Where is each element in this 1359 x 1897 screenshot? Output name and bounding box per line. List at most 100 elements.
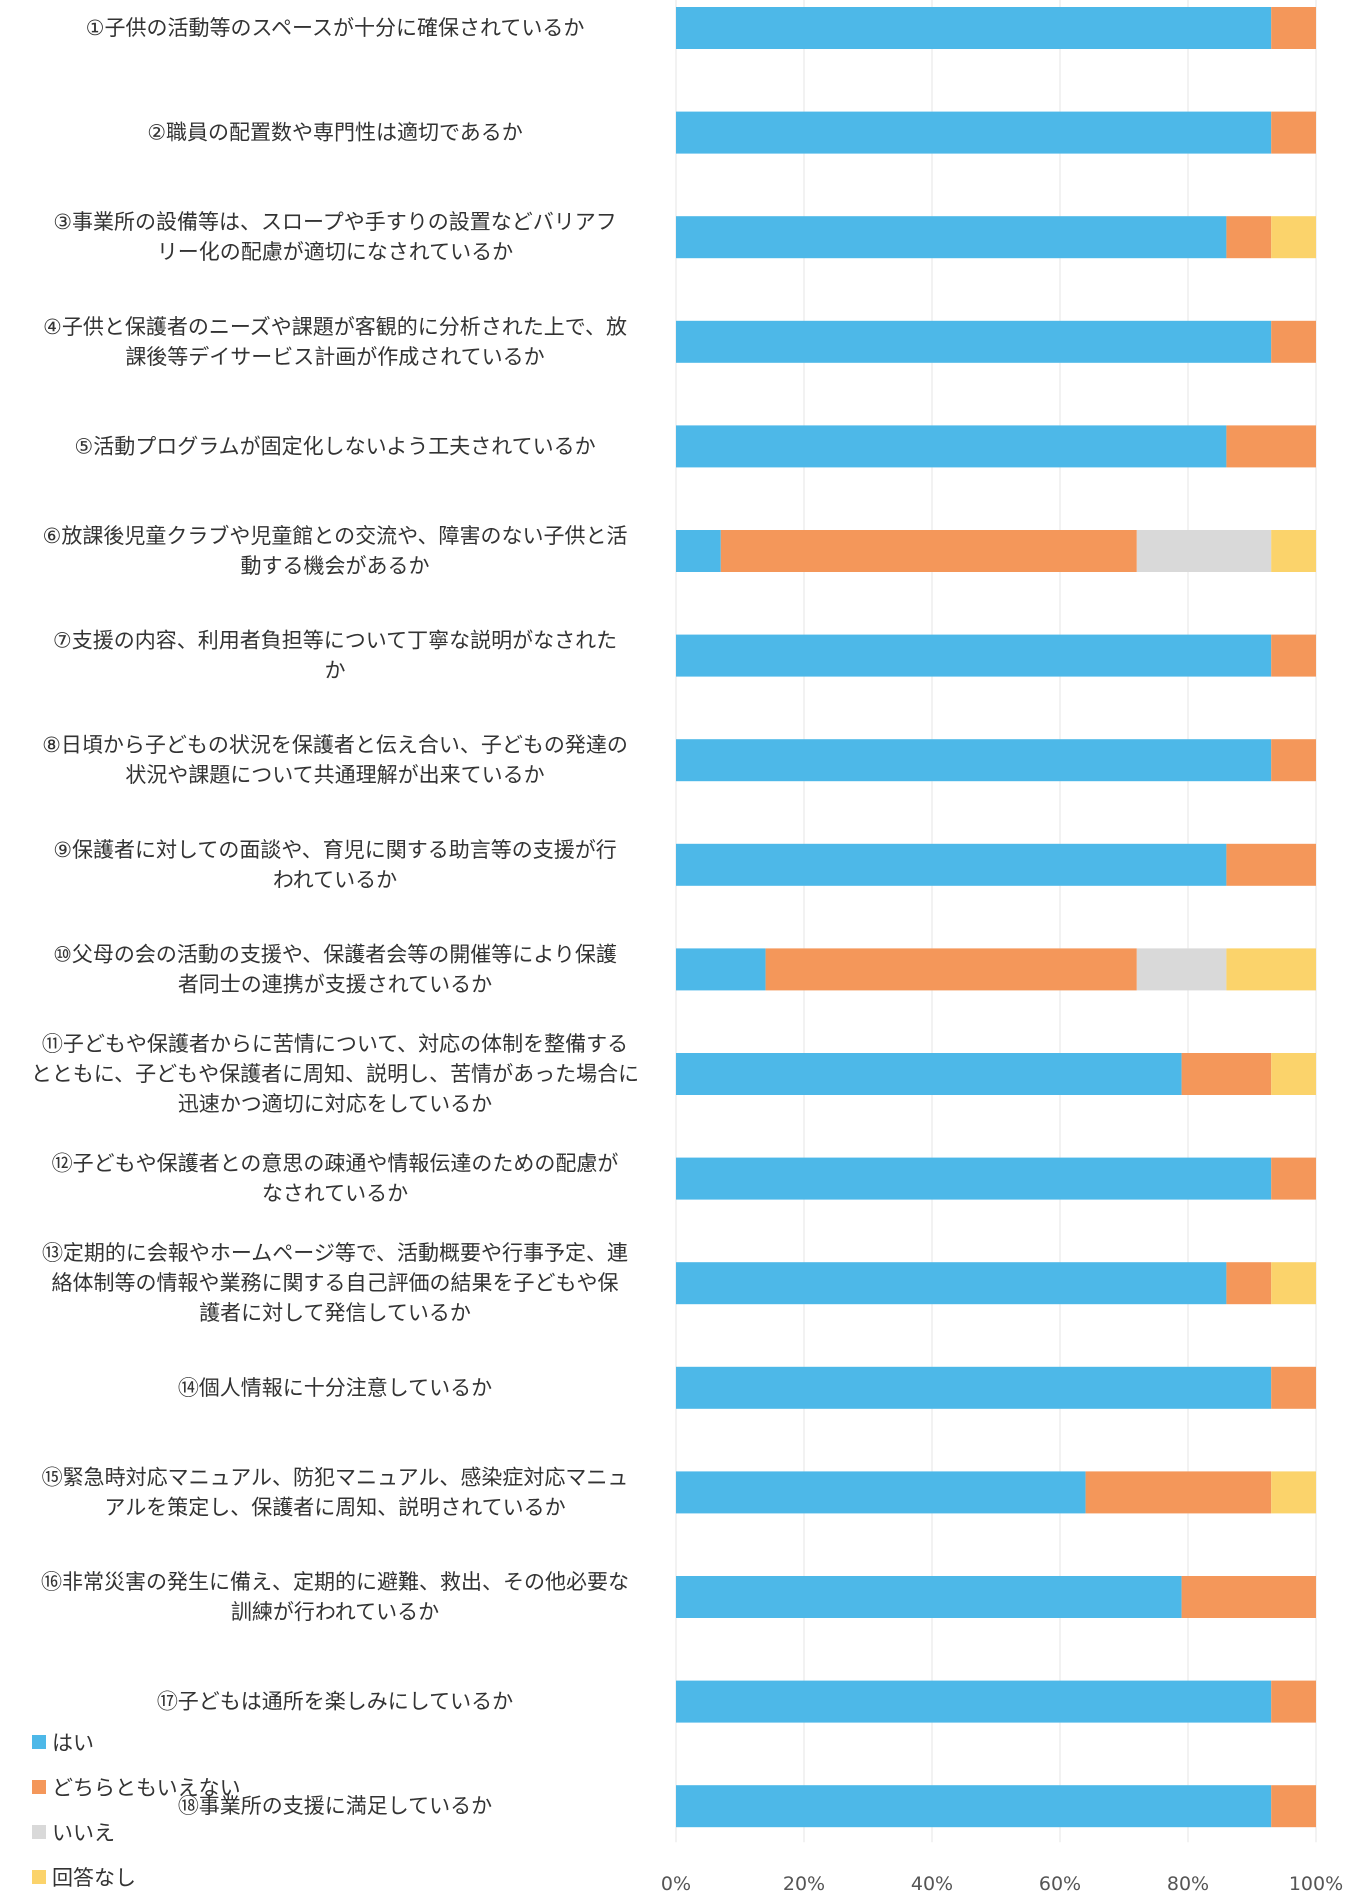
question-label-line: ④子供と保護者のニーズや課題が客観的に分析された上で、放 [43,315,627,339]
bar-segment [676,948,766,991]
question-labels: ①子供の活動等のスペースが十分に確保されているか ②職員の配置数や専門性は適切であ… [31,16,639,1818]
question-label: ①子供の活動等のスペースが十分に確保されているか [86,16,585,40]
question-label: ⑨保護者に対しての面談や、育児に関する助言等の支援が行われているか [53,838,617,892]
question-label-line: ⑦支援の内容、利用者負担等について丁寧な説明がなされた [53,629,617,653]
bar-segment [1226,843,1316,886]
question-label: ③事業所の設備等は、スロープや手すりの設置などバリアフリー化の配慮が適切になされ… [53,210,617,264]
question-label-line: ⑫子どもや保護者との意思の疎通や情報伝達のための配慮が [52,1152,619,1176]
gridlines [675,0,1317,1843]
bar-segment [1271,530,1316,572]
question-label-line: とともに、子どもや保護者に周知、説明し、苦情があった場合に [31,1062,639,1086]
question-label-line: ⑩父母の会の活動の支援や、保護者会等の開催等により保護 [53,942,617,966]
question-label-line: ⑪子どもや保護者からに苦情について、対応の体制を整備する [42,1032,628,1056]
bars [676,7,1316,1828]
bar-segment [676,1157,1272,1200]
bar-segment [676,1785,1272,1828]
question-label-line: 迅速かつ適切に対応をしているか [178,1092,492,1116]
bar-segment [1271,739,1316,782]
question-label: ⑦支援の内容、利用者負担等について丁寧な説明がなされたか [53,629,617,683]
question-label-line: ①子供の活動等のスペースが十分に確保されているか [86,16,585,40]
question-label-line: 者同士の連携が支援されているか [178,972,492,996]
question-label: ⑯非常災害の発生に備え、定期的に避難、救出、その他必要な訓練が行われているか [41,1570,629,1624]
question-label: ⑮緊急時対応マニュアル、防犯マニュアル、感染症対応マニュアルを策定し、保護者に周… [42,1465,629,1519]
legend-swatch [32,1825,46,1839]
x-tick-label: 40% [911,1873,953,1895]
bar-segment [1271,1785,1316,1828]
x-tick-label: 100% [1289,1873,1343,1895]
legend-swatch [32,1870,46,1884]
bar-segment [1271,1471,1316,1514]
question-label-line: 動する機会があるか [241,554,430,578]
bar-segment [676,111,1272,154]
bar-segment [1136,948,1227,991]
bar-segment [1271,1053,1316,1095]
question-label-line: ⑰子どもは通所を楽しみにしているか [157,1690,513,1714]
question-label: ⑩父母の会の活動の支援や、保護者会等の開催等により保護者同士の連携が支援されてい… [53,942,617,996]
legend-label: 回答なし [52,1866,136,1890]
bar-segment [676,739,1272,782]
question-label: ⑧日頃から子どもの状況を保護者と伝え合い、子どもの発達の状況や課題について共通理… [42,733,628,787]
question-label: ④子供と保護者のニーズや課題が客観的に分析された上で、放課後等デイサービス計画が… [43,315,627,369]
question-label: ⑭個人情報に十分注意しているか [178,1376,492,1400]
question-label-line: ⑬定期的に会報やホームページ等で、活動概要や行事予定、連 [42,1241,628,1265]
bar-segment [1226,425,1316,468]
bar-segment [676,1471,1086,1514]
x-tick-label: 80% [1167,1873,1209,1895]
legend-label: いいえ [52,1821,115,1845]
bar-segment [676,7,1272,49]
bar-segment [676,1262,1227,1305]
x-tick-label: 20% [783,1873,825,1895]
question-label-line: アルを策定し、保護者に周知、説明されているか [104,1495,565,1519]
bar-segment [1271,1157,1316,1200]
question-label-line: ⑥放課後児童クラブや児童館との交流や、障害のない子供と活 [43,524,628,548]
question-label-line: ⑮緊急時対応マニュアル、防犯マニュアル、感染症対応マニュ [42,1465,629,1489]
bar-segment [1271,216,1316,259]
question-label-line: ⑱事業所の支援に満足しているか [178,1794,492,1818]
legend-label: どちらともいえない [52,1776,241,1800]
bar-segment [676,320,1272,363]
bar-segment [676,1680,1272,1723]
question-label-line: リー化の配慮が適切になされているか [157,240,513,264]
bar-segment [1085,1471,1272,1514]
bar-segment [1271,320,1316,363]
question-label: ②職員の配置数や専門性は適切であるか [147,121,523,145]
question-label-line: 課後等デイサービス計画が作成されているか [125,345,544,369]
question-label-line: 護者に対して発信しているか [199,1301,471,1325]
x-tick-label: 0% [661,1873,691,1895]
question-label: ⑫子どもや保護者との意思の疎通や情報伝達のための配慮がなされているか [52,1152,619,1206]
bar-segment [1226,216,1272,259]
bar-segment [1226,1262,1272,1305]
bar-segment [1271,7,1316,49]
bar-segment [676,216,1227,259]
question-label-line: 絡体制等の情報や業務に関する自己評価の結果を子どもや保 [52,1271,619,1295]
bar-segment [1181,1576,1316,1618]
bar-segment [676,530,721,572]
bar-segment [1271,1680,1316,1723]
question-label: ⑬定期的に会報やホームページ等で、活動概要や行事予定、連絡体制等の情報や業務に関… [42,1241,628,1325]
question-label: ⑥放課後児童クラブや児童館との交流や、障害のない子供と活動する機会があるか [43,524,628,578]
legend-label: はい [52,1731,94,1755]
x-tick-label: 60% [1039,1873,1081,1895]
legend-swatch [32,1735,46,1749]
bar-segment [1136,530,1272,572]
bar-segment [1271,1366,1316,1409]
question-label-line: ⑯非常災害の発生に備え、定期的に避難、救出、その他必要な [41,1570,629,1594]
question-label-line: われているか [273,868,397,892]
bar-segment [676,843,1227,886]
question-label: ⑱事業所の支援に満足しているか [178,1794,492,1818]
question-label-line: ②職員の配置数や専門性は適切であるか [147,121,523,145]
legend-swatch [32,1780,46,1794]
bar-segment [676,425,1227,468]
bar-segment [1181,1053,1272,1095]
bar-segment [1271,1262,1316,1305]
question-label-line: 状況や課題について共通理解が出来ているか [125,763,544,787]
bar-segment [720,530,1137,572]
bar-segment [1271,111,1316,154]
question-label: ⑰子どもは通所を楽しみにしているか [157,1690,513,1714]
question-label-line: ⑤活動プログラムが固定化しないよう工夫されているか [74,434,595,458]
x-axis-tick-labels: 0% 20% 40% 60% 80% 100% [661,1873,1343,1895]
question-label-line: なされているか [262,1182,408,1206]
bar-segment [765,948,1137,991]
question-label-line: ⑧日頃から子どもの状況を保護者と伝え合い、子どもの発達の [42,733,628,757]
